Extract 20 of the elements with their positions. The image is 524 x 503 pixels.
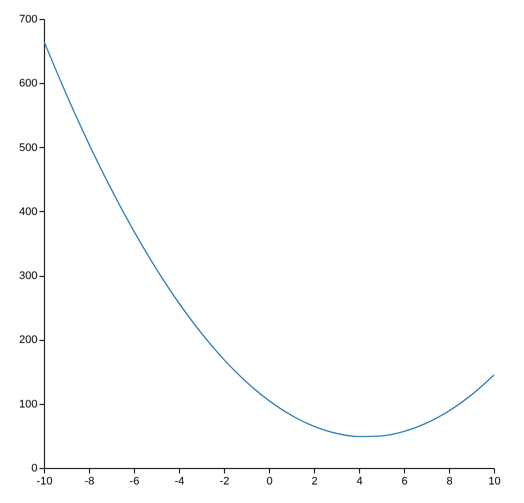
x-tick-label: -10 [36, 476, 52, 488]
x-tick-label: -6 [130, 476, 140, 488]
x-tick-label: 0 [266, 476, 273, 488]
y-tick-label: 0 [31, 462, 38, 474]
y-tick-label: 700 [19, 14, 38, 26]
x-tick-label: 2 [311, 476, 318, 488]
x-tick-label: 10 [488, 476, 501, 488]
y-tick-label: 400 [19, 206, 38, 218]
y-tick-label: 500 [19, 142, 38, 154]
x-tick-label: 4 [356, 476, 363, 488]
line-series [43, 40, 495, 438]
x-tick-label: -8 [84, 476, 94, 488]
x-tick-label: 6 [401, 476, 408, 488]
x-tick-label: -4 [174, 476, 184, 488]
x-tick-label: 8 [446, 476, 453, 488]
y-tick-label: 300 [19, 270, 38, 282]
x-tick-label: -2 [220, 476, 230, 488]
y-tick-label: 200 [19, 334, 38, 346]
y-tick-label: 100 [19, 398, 38, 410]
y-tick-label: 600 [19, 78, 38, 90]
